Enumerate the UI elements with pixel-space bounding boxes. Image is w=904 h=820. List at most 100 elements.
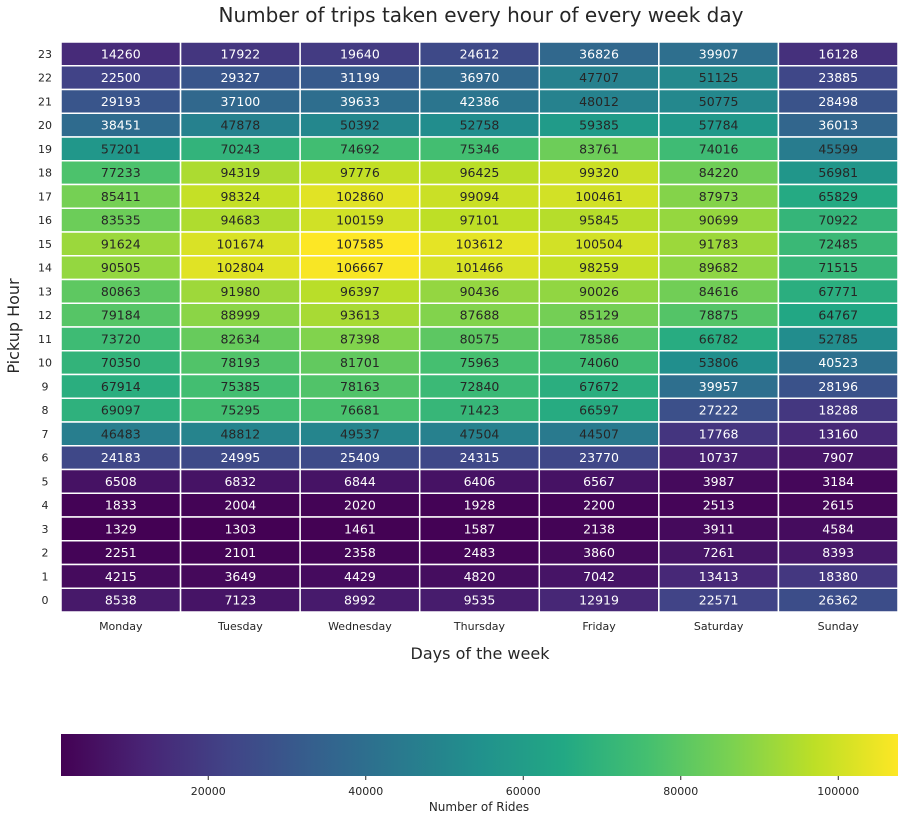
cell-value-label: 23885 [818, 70, 858, 85]
cell-value-label: 22571 [699, 593, 739, 608]
cell-value-label: 23770 [579, 450, 619, 465]
cell-value-label: 66782 [699, 331, 739, 346]
cell-value-label: 12919 [579, 593, 619, 608]
cell-value-label: 46483 [101, 426, 141, 441]
cell-value-label: 67771 [818, 284, 858, 299]
y-tick-label: 23 [38, 48, 52, 61]
cell-value-label: 79184 [101, 308, 141, 323]
cell-value-label: 84220 [699, 165, 739, 180]
cell-value-label: 94683 [220, 213, 260, 228]
cell-value-label: 107585 [336, 236, 384, 251]
cell-value-label: 27222 [699, 403, 739, 418]
cell-value-label: 18288 [818, 403, 858, 418]
colorbar-ticks: 20000 40000 60000 80000 100000 [191, 776, 859, 798]
cell-value-label: 101466 [456, 260, 504, 275]
cell-value-label: 16128 [818, 46, 858, 61]
cell-value-label: 53806 [699, 355, 739, 370]
cell-value-label: 90026 [579, 284, 619, 299]
cell-value-label: 96397 [340, 284, 380, 299]
cell-value-label: 28196 [818, 379, 858, 394]
cell-value-label: 52758 [460, 118, 500, 133]
cell-value-label: 71515 [818, 260, 858, 275]
cell-value-label: 7907 [822, 450, 854, 465]
cell-value-label: 3911 [703, 521, 735, 536]
heatmap-cell [777, 587, 899, 613]
cell-value-label: 102860 [336, 189, 384, 204]
cell-value-label: 97776 [340, 165, 380, 180]
y-tick-label: 0 [42, 594, 49, 607]
cell-value-label: 100504 [575, 236, 623, 251]
cell-value-label: 31199 [340, 70, 380, 85]
cell-value-label: 91783 [699, 236, 739, 251]
x-tick-label: Thursday [453, 620, 506, 633]
cell-value-label: 57201 [101, 141, 141, 156]
cell-value-label: 2358 [344, 545, 376, 560]
cell-value-label: 24315 [460, 450, 500, 465]
cell-value-label: 9535 [464, 593, 496, 608]
cell-value-label: 72485 [818, 236, 858, 251]
cell-value-label: 66597 [579, 403, 619, 418]
colorbar-tick-label: 20000 [191, 785, 226, 798]
colorbar-tick-label: 80000 [663, 785, 698, 798]
cell-value-label: 17922 [220, 46, 260, 61]
cell-value-label: 10737 [699, 450, 739, 465]
cell-value-label: 78193 [220, 355, 260, 370]
x-tick-label: Monday [99, 620, 143, 633]
cell-value-label: 52785 [818, 331, 858, 346]
cell-value-label: 81701 [340, 355, 380, 370]
cell-value-label: 75346 [460, 141, 500, 156]
cell-value-label: 88999 [220, 308, 260, 323]
cell-value-label: 24995 [220, 450, 260, 465]
y-tick-label: 18 [38, 167, 52, 180]
cell-value-label: 1303 [224, 521, 256, 536]
cell-value-label: 101674 [216, 236, 264, 251]
cell-value-label: 47707 [579, 70, 619, 85]
cell-value-label: 91980 [220, 284, 260, 299]
cell-value-label: 94319 [220, 165, 260, 180]
cell-value-label: 48012 [579, 94, 619, 109]
chart-title: Number of trips taken every hour of ever… [219, 3, 744, 27]
cell-value-label: 90505 [101, 260, 141, 275]
cell-value-label: 2020 [344, 498, 376, 513]
cell-value-label: 49537 [340, 426, 380, 441]
cell-value-label: 4429 [344, 569, 376, 584]
y-tick-label: 3 [42, 523, 49, 536]
y-tick-label: 21 [38, 95, 52, 108]
cell-value-label: 87973 [699, 189, 739, 204]
cell-value-label: 1587 [464, 521, 496, 536]
cell-value-label: 91624 [101, 236, 141, 251]
cell-value-label: 50775 [699, 94, 739, 109]
cell-value-label: 2101 [224, 545, 256, 560]
y-tick-label: 1 [42, 570, 49, 583]
cell-value-label: 2200 [583, 498, 615, 513]
cell-value-label: 87688 [460, 308, 500, 323]
x-tick-label: Tuesday [217, 620, 263, 633]
cell-value-label: 3649 [224, 569, 256, 584]
cell-value-label: 1833 [105, 498, 137, 513]
cell-value-label: 74692 [340, 141, 380, 156]
cell-value-label: 19640 [340, 46, 380, 61]
cell-value-label: 8538 [105, 593, 137, 608]
cell-value-label: 47878 [220, 118, 260, 133]
cell-value-label: 7261 [703, 545, 735, 560]
cell-value-label: 4584 [822, 521, 854, 536]
cell-value-label: 1461 [344, 521, 376, 536]
cell-value-label: 28498 [818, 94, 858, 109]
cell-value-label: 99094 [460, 189, 500, 204]
cell-value-label: 6844 [344, 474, 376, 489]
cell-value-label: 6508 [105, 474, 137, 489]
cell-value-label: 65829 [818, 189, 858, 204]
cell-value-label: 39633 [340, 94, 380, 109]
cell-value-label: 8393 [822, 545, 854, 560]
cell-value-label: 29327 [220, 70, 260, 85]
cell-value-label: 75963 [460, 355, 500, 370]
cell-value-label: 103612 [456, 236, 504, 251]
cell-value-label: 2251 [105, 545, 137, 560]
cell-value-label: 70350 [101, 355, 141, 370]
cell-value-label: 1329 [105, 521, 137, 536]
cell-value-label: 69097 [101, 403, 141, 418]
cell-value-label: 6832 [224, 474, 256, 489]
y-tick-label: 22 [38, 72, 52, 85]
cell-value-label: 90699 [699, 213, 739, 228]
y-tick-label: 15 [38, 238, 52, 251]
